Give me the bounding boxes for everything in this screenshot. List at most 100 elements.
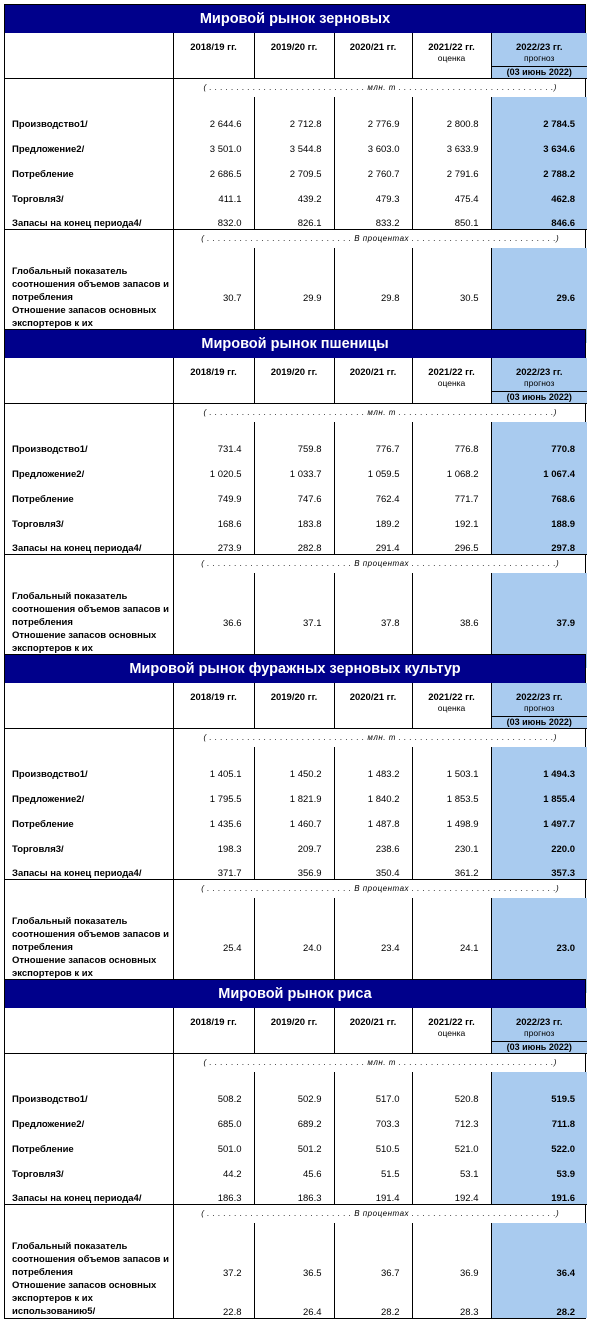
row-label: Предложение2/ — [12, 468, 85, 480]
forecast-cell: 1 497.7 — [490, 804, 587, 830]
value-cell: 1 487.8 — [333, 804, 412, 830]
column-year: 2019/20 гг. — [270, 1017, 318, 1028]
row-label: Торговля3/ — [12, 518, 64, 530]
column-header: 2022/23 гг. прогноз (03 июнь 2022) — [490, 358, 587, 404]
forecast-cell: 53.9 — [490, 1154, 587, 1180]
value-cell: 1 498.9 — [411, 804, 491, 830]
column-header: 2019/20 гг. — [253, 33, 334, 79]
header-row: 2018/19 гг. 2019/20 гг. 2020/21 гг. 2021/22… — [5, 358, 587, 404]
forecast-cell: 462.8 — [490, 179, 587, 205]
value-cell: 439.2 — [253, 179, 334, 205]
value-cell: 520.8 — [411, 1083, 491, 1105]
value-cell: 759.8 — [253, 433, 334, 455]
row-label: Торговля3/ — [12, 193, 64, 205]
row-label: Предложение2/ — [12, 1118, 85, 1130]
value-cell: 510.5 — [333, 1129, 412, 1155]
column-year: 2020/21 гг. — [349, 367, 397, 378]
forecast-cell: 36.4 — [490, 1222, 587, 1279]
table-row: Торговля3/198.3 209.7 238.6 230.1 220.0 — [5, 829, 587, 855]
forecast-cell: 519.5 — [490, 1083, 587, 1105]
value-cell: 24.0 — [253, 897, 334, 954]
table-row: Производство1/508.2 502.9 517.0 520.8 519.5 — [5, 1083, 587, 1105]
header-row: 2018/19 гг. 2019/20 гг. 2020/21 гг. 2021/22… — [5, 683, 587, 729]
column-year: 2018/19 гг. — [190, 692, 237, 703]
units-row: ( . . . . . . . . . . . . . . . . . . . … — [5, 1053, 587, 1072]
table-row: Предложение2/3 501.0 3 544.8 3 603.0 3 633.… — [5, 129, 587, 155]
value-cell: 762.4 — [333, 479, 412, 505]
column-note: оценка — [437, 1028, 466, 1038]
forecast-cell: 522.0 — [490, 1129, 587, 1155]
forecast-cell: 1 855.4 — [490, 779, 587, 805]
units-row: ( . . . . . . . . . . . . . . . . . . . … — [5, 78, 587, 97]
market-table-grains: Мировой рынок зерновых 2018/19 гг. 2019/20… — [4, 4, 587, 344]
forecast-cell: 297.8 — [490, 529, 587, 555]
table-title: Мировой рынок риса — [5, 980, 585, 1008]
forecast-date: (03 июнь 2022) — [491, 716, 587, 728]
table-row: Производство1/2 644.6 2 712.8 2 776.9 2 800… — [5, 108, 587, 130]
value-cell: 183.8 — [253, 504, 334, 530]
column-year: 2022/23 гг. — [515, 1017, 563, 1028]
row-label: Производство1/ — [12, 1093, 88, 1105]
forecast-date: (03 июнь 2022) — [491, 66, 587, 78]
column-year: 2022/23 гг. — [515, 42, 563, 53]
column-header: 2022/23 гг. прогноз (03 июнь 2022) — [490, 1008, 587, 1054]
value-cell: 282.8 — [253, 529, 334, 555]
column-year: 2020/21 гг. — [349, 1017, 397, 1028]
forecast-cell: 2 784.5 — [490, 108, 587, 130]
value-cell: 273.9 — [172, 529, 254, 555]
value-cell: 45.6 — [253, 1154, 334, 1180]
column-year: 2021/22 гг. — [428, 42, 475, 53]
column-year: 2018/19 гг. — [190, 1017, 237, 1028]
header-corner — [5, 683, 173, 729]
forecast-cell: 357.3 — [490, 854, 587, 880]
value-cell: 38.6 — [411, 572, 491, 629]
value-cell: 3 544.8 — [253, 129, 334, 155]
column-year: 2020/21 гг. — [349, 692, 397, 703]
value-cell: 1 068.2 — [411, 454, 491, 480]
value-cell: 1 503.1 — [411, 758, 491, 780]
units-label: ( . . . . . . . . . . . . . . . . . . . … — [172, 229, 587, 248]
column-year: 2021/22 гг. — [428, 1017, 475, 1028]
table-row: Глобальный показатель соотношения объемо… — [5, 1222, 587, 1279]
column-note: оценка — [437, 53, 466, 63]
column-year: 2018/19 гг. — [190, 367, 237, 378]
column-header: 2021/22 гг. оценка — [411, 33, 491, 79]
table-row: Предложение2/685.0 689.2 703.3 712.3 711.8 — [5, 1104, 587, 1130]
value-cell: 1 795.5 — [172, 779, 254, 805]
value-cell: 411.1 — [172, 179, 254, 205]
value-cell: 833.2 — [333, 204, 412, 230]
row-label: Потребление — [12, 1143, 74, 1155]
units-row: ( . . . . . . . . . . . . . . . . . . . … — [5, 1204, 587, 1223]
value-cell: 1 460.7 — [253, 804, 334, 830]
table-row: Торговля3/168.6 183.8 189.2 192.1 188.9 — [5, 504, 587, 530]
table-row: Торговля3/411.1 439.2 479.3 475.4 462.8 — [5, 179, 587, 205]
column-year: 2019/20 гг. — [270, 367, 318, 378]
value-cell: 475.4 — [411, 179, 491, 205]
forecast-cell: 711.8 — [490, 1104, 587, 1130]
forecast-cell: 768.6 — [490, 479, 587, 505]
column-header: 2021/22 гг. оценка — [411, 358, 491, 404]
column-note: прогноз — [524, 1028, 555, 1038]
row-label: Глобальный показатель соотношения объемо… — [12, 265, 169, 303]
value-cell: 1 059.5 — [333, 454, 412, 480]
value-cell: 685.0 — [172, 1104, 254, 1130]
value-cell: 186.3 — [253, 1179, 334, 1205]
value-cell: 291.4 — [333, 529, 412, 555]
units-label: ( . . . . . . . . . . . . . . . . . . . … — [172, 879, 587, 898]
value-cell: 24.1 — [411, 897, 491, 954]
value-cell: 25.4 — [172, 897, 254, 954]
market-table-coarse-grains: Мировой рынок фуражных зерновых культур 2… — [4, 654, 587, 994]
column-year: 2021/22 гг. — [428, 367, 475, 378]
forecast-cell: 191.6 — [490, 1179, 587, 1205]
value-cell: 776.7 — [333, 433, 412, 455]
value-cell: 296.5 — [411, 529, 491, 555]
value-cell: 2 791.6 — [411, 154, 491, 180]
forecast-cell: 846.6 — [490, 204, 587, 230]
units-label: ( . . . . . . . . . . . . . . . . . . . … — [172, 554, 587, 573]
table-row: Потребление 2 686.5 2 709.5 2 760.7 2 791.6 2… — [5, 154, 587, 180]
header-corner — [5, 358, 173, 404]
value-cell: 731.4 — [172, 433, 254, 455]
value-cell: 747.6 — [253, 479, 334, 505]
value-cell: 1 405.1 — [172, 758, 254, 780]
value-cell: 2 712.8 — [253, 108, 334, 130]
